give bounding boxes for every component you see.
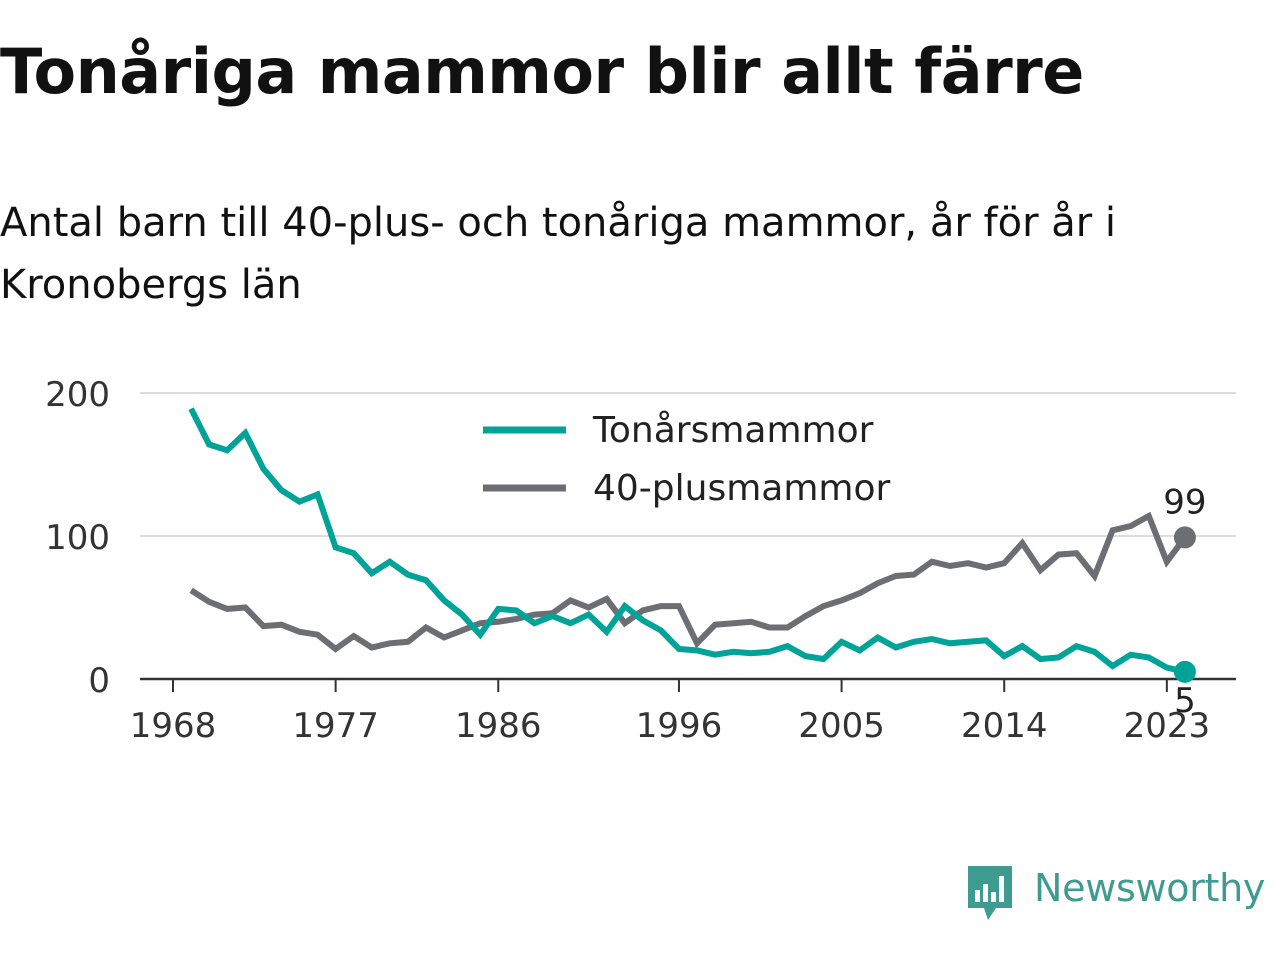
x-tick-label-2023: 2023 [1124, 706, 1211, 746]
chart-title: Tonåriga mammor blir allt färre [0, 35, 1084, 108]
x-tick-label-2005: 2005 [798, 706, 885, 746]
chart-subtitle: Antal barn till 40-plus- och tonåriga ma… [0, 200, 1117, 308]
legend-label-1: 40-plusmammor [593, 468, 891, 509]
series-endpoint-1 [1173, 526, 1196, 549]
x-tick-label-1986: 1986 [455, 706, 542, 746]
legend-label-0: Tonårsmammor [592, 410, 874, 451]
series-endpoint-0 [1173, 660, 1196, 683]
x-tick-label-1996: 1996 [636, 706, 723, 746]
x-tick-label-1968: 1968 [130, 706, 217, 746]
end-labels: 99 5 [1163, 482, 1206, 720]
end-label-40-plusmammor: 99 [1163, 482, 1206, 522]
series-group [188, 407, 1196, 683]
y-tick-label-200: 200 [45, 375, 110, 415]
x-tick-label-2014: 2014 [961, 706, 1048, 746]
brand-name: Newsworthy [1034, 866, 1266, 910]
x-tick-label-1977: 1977 [292, 706, 379, 746]
series-line-0 [188, 407, 1186, 675]
newsworthy-logo-icon [968, 866, 1012, 920]
x-axis: 1968 1977 1986 1996 2005 2014 2023 [130, 679, 1210, 746]
grid-lines [140, 392, 1236, 537]
y-tick-label-0: 0 [88, 661, 110, 701]
y-axis: 0 100 200 [45, 375, 110, 701]
y-tick-label-100: 100 [45, 518, 110, 558]
legend: Tonårsmammor 40-plusmammor [483, 410, 891, 509]
end-label-tonarsmammor: 5 [1174, 681, 1196, 721]
series-line-1 [189, 511, 1188, 653]
newsworthy-logo: Newsworthy [964, 862, 1266, 924]
